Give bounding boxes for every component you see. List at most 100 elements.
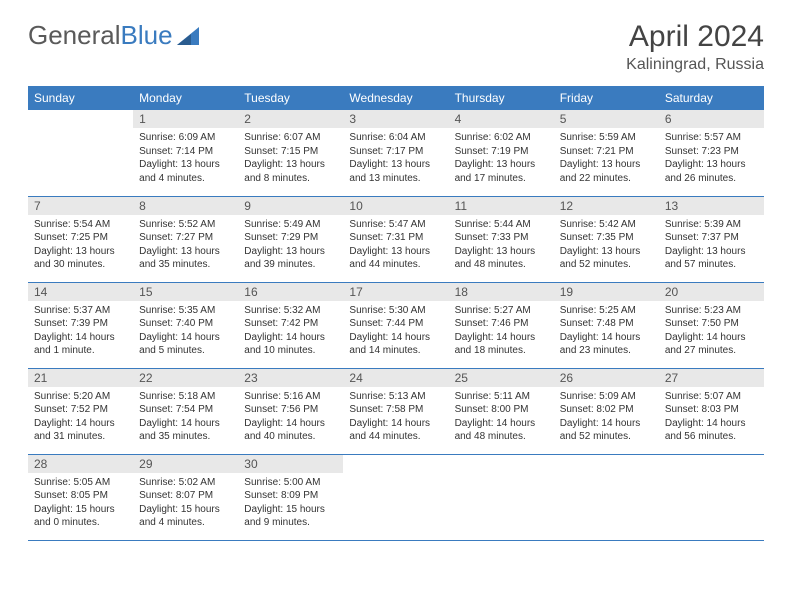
- daylight-text-2: and 5 minutes.: [139, 344, 232, 358]
- day-content: Sunrise: 5:35 AMSunset: 7:40 PMDaylight:…: [133, 301, 238, 361]
- day-cell: 20Sunrise: 5:23 AMSunset: 7:50 PMDayligh…: [659, 282, 764, 368]
- day-content: Sunrise: 5:05 AMSunset: 8:05 PMDaylight:…: [28, 473, 133, 533]
- sunrise-text: Sunrise: 5:35 AM: [139, 304, 232, 318]
- day-number: 11: [449, 197, 554, 215]
- sunrise-text: Sunrise: 5:27 AM: [455, 304, 548, 318]
- daylight-text-2: and 52 minutes.: [560, 430, 653, 444]
- logo-text-blue: Blue: [121, 20, 173, 51]
- day-number: 2: [238, 110, 343, 128]
- daylight-text-1: Daylight: 14 hours: [349, 417, 442, 431]
- day-content: Sunrise: 5:37 AMSunset: 7:39 PMDaylight:…: [28, 301, 133, 361]
- day-cell: 23Sunrise: 5:16 AMSunset: 7:56 PMDayligh…: [238, 368, 343, 454]
- daylight-text-1: Daylight: 13 hours: [665, 245, 758, 259]
- day-number: 18: [449, 283, 554, 301]
- daylight-text-2: and 26 minutes.: [665, 172, 758, 186]
- day-header: Friday: [554, 86, 659, 110]
- day-content: Sunrise: 6:07 AMSunset: 7:15 PMDaylight:…: [238, 128, 343, 188]
- day-content: Sunrise: 5:25 AMSunset: 7:48 PMDaylight:…: [554, 301, 659, 361]
- day-number: 28: [28, 455, 133, 473]
- daylight-text-1: Daylight: 13 hours: [244, 245, 337, 259]
- daylight-text-1: Daylight: 14 hours: [560, 331, 653, 345]
- day-cell: [343, 454, 448, 540]
- day-number: 27: [659, 369, 764, 387]
- sunset-text: Sunset: 7:33 PM: [455, 231, 548, 245]
- sunset-text: Sunset: 8:07 PM: [139, 489, 232, 503]
- day-cell: 10Sunrise: 5:47 AMSunset: 7:31 PMDayligh…: [343, 196, 448, 282]
- daylight-text-1: Daylight: 14 hours: [455, 331, 548, 345]
- day-cell: 19Sunrise: 5:25 AMSunset: 7:48 PMDayligh…: [554, 282, 659, 368]
- day-cell: 27Sunrise: 5:07 AMSunset: 8:03 PMDayligh…: [659, 368, 764, 454]
- day-number: 1: [133, 110, 238, 128]
- day-cell: 14Sunrise: 5:37 AMSunset: 7:39 PMDayligh…: [28, 282, 133, 368]
- daylight-text-2: and 44 minutes.: [349, 258, 442, 272]
- day-content: Sunrise: 5:57 AMSunset: 7:23 PMDaylight:…: [659, 128, 764, 188]
- sunset-text: Sunset: 7:27 PM: [139, 231, 232, 245]
- day-number: 8: [133, 197, 238, 215]
- sunrise-text: Sunrise: 5:52 AM: [139, 218, 232, 232]
- day-content: Sunrise: 5:23 AMSunset: 7:50 PMDaylight:…: [659, 301, 764, 361]
- daylight-text-1: Daylight: 14 hours: [34, 331, 127, 345]
- day-cell: 12Sunrise: 5:42 AMSunset: 7:35 PMDayligh…: [554, 196, 659, 282]
- day-number: 4: [449, 110, 554, 128]
- day-number: 23: [238, 369, 343, 387]
- day-number: 5: [554, 110, 659, 128]
- daylight-text-1: Daylight: 13 hours: [560, 158, 653, 172]
- daylight-text-1: Daylight: 14 hours: [139, 417, 232, 431]
- sunset-text: Sunset: 7:50 PM: [665, 317, 758, 331]
- day-content: Sunrise: 5:47 AMSunset: 7:31 PMDaylight:…: [343, 215, 448, 275]
- sunset-text: Sunset: 7:35 PM: [560, 231, 653, 245]
- day-content: Sunrise: 5:42 AMSunset: 7:35 PMDaylight:…: [554, 215, 659, 275]
- sunset-text: Sunset: 7:56 PM: [244, 403, 337, 417]
- daylight-text-2: and 10 minutes.: [244, 344, 337, 358]
- day-cell: 15Sunrise: 5:35 AMSunset: 7:40 PMDayligh…: [133, 282, 238, 368]
- sunset-text: Sunset: 7:39 PM: [34, 317, 127, 331]
- day-number: 21: [28, 369, 133, 387]
- daylight-text-2: and 27 minutes.: [665, 344, 758, 358]
- day-number: 12: [554, 197, 659, 215]
- logo-triangle-icon: [177, 27, 199, 45]
- sunset-text: Sunset: 7:25 PM: [34, 231, 127, 245]
- sunrise-text: Sunrise: 5:37 AM: [34, 304, 127, 318]
- sunset-text: Sunset: 7:54 PM: [139, 403, 232, 417]
- sunrise-text: Sunrise: 5:18 AM: [139, 390, 232, 404]
- daylight-text-1: Daylight: 14 hours: [244, 331, 337, 345]
- sunset-text: Sunset: 7:48 PM: [560, 317, 653, 331]
- day-content: Sunrise: 5:49 AMSunset: 7:29 PMDaylight:…: [238, 215, 343, 275]
- daylight-text-2: and 17 minutes.: [455, 172, 548, 186]
- sunrise-text: Sunrise: 5:00 AM: [244, 476, 337, 490]
- sunrise-text: Sunrise: 5:09 AM: [560, 390, 653, 404]
- day-content: Sunrise: 5:20 AMSunset: 7:52 PMDaylight:…: [28, 387, 133, 447]
- calendar-table: SundayMondayTuesdayWednesdayThursdayFrid…: [28, 86, 764, 541]
- daylight-text-1: Daylight: 13 hours: [244, 158, 337, 172]
- daylight-text-1: Daylight: 13 hours: [455, 158, 548, 172]
- day-cell: 1Sunrise: 6:09 AMSunset: 7:14 PMDaylight…: [133, 110, 238, 196]
- sunrise-text: Sunrise: 5:11 AM: [455, 390, 548, 404]
- day-number: 15: [133, 283, 238, 301]
- day-cell: 26Sunrise: 5:09 AMSunset: 8:02 PMDayligh…: [554, 368, 659, 454]
- sunrise-text: Sunrise: 5:39 AM: [665, 218, 758, 232]
- sunset-text: Sunset: 8:03 PM: [665, 403, 758, 417]
- day-cell: 29Sunrise: 5:02 AMSunset: 8:07 PMDayligh…: [133, 454, 238, 540]
- sunset-text: Sunset: 7:37 PM: [665, 231, 758, 245]
- sunset-text: Sunset: 7:29 PM: [244, 231, 337, 245]
- daylight-text-2: and 35 minutes.: [139, 430, 232, 444]
- day-cell: 17Sunrise: 5:30 AMSunset: 7:44 PMDayligh…: [343, 282, 448, 368]
- sunrise-text: Sunrise: 5:16 AM: [244, 390, 337, 404]
- daylight-text-2: and 23 minutes.: [560, 344, 653, 358]
- day-cell: [28, 110, 133, 196]
- daylight-text-1: Daylight: 13 hours: [349, 158, 442, 172]
- sunset-text: Sunset: 7:52 PM: [34, 403, 127, 417]
- sunrise-text: Sunrise: 5:02 AM: [139, 476, 232, 490]
- sunset-text: Sunset: 7:21 PM: [560, 145, 653, 159]
- daylight-text-1: Daylight: 13 hours: [139, 245, 232, 259]
- day-content: Sunrise: 5:13 AMSunset: 7:58 PMDaylight:…: [343, 387, 448, 447]
- day-content: Sunrise: 6:04 AMSunset: 7:17 PMDaylight:…: [343, 128, 448, 188]
- daylight-text-2: and 30 minutes.: [34, 258, 127, 272]
- daylight-text-1: Daylight: 14 hours: [34, 417, 127, 431]
- sunset-text: Sunset: 7:40 PM: [139, 317, 232, 331]
- daylight-text-2: and 8 minutes.: [244, 172, 337, 186]
- day-content: Sunrise: 5:02 AMSunset: 8:07 PMDaylight:…: [133, 473, 238, 533]
- sunrise-text: Sunrise: 5:32 AM: [244, 304, 337, 318]
- day-content: Sunrise: 5:07 AMSunset: 8:03 PMDaylight:…: [659, 387, 764, 447]
- sunrise-text: Sunrise: 5:13 AM: [349, 390, 442, 404]
